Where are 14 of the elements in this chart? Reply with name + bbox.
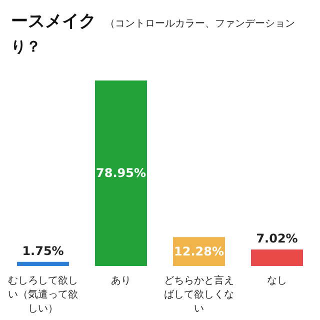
bar (17, 262, 69, 266)
text: り？ (11, 38, 41, 56)
chart-title: ースメイク (11, 12, 96, 32)
chart-subtitle: （コントロールカラー、ファンデーション (105, 18, 295, 30)
x-tick-label: あり (111, 276, 131, 286)
data-label: 1.75% (22, 244, 64, 258)
data-label: 78.95% (96, 166, 146, 180)
bar (251, 250, 303, 266)
x-tick-label: むしろして欲しい（気遣って欲しい） (8, 276, 78, 314)
data-label: 7.02% (256, 232, 298, 246)
x-tick-label: どちらかと言えばして欲しくない (164, 274, 234, 314)
x-tick-label: なし (267, 276, 287, 286)
data-label: 12.28% (174, 244, 224, 259)
bar (95, 80, 147, 266)
